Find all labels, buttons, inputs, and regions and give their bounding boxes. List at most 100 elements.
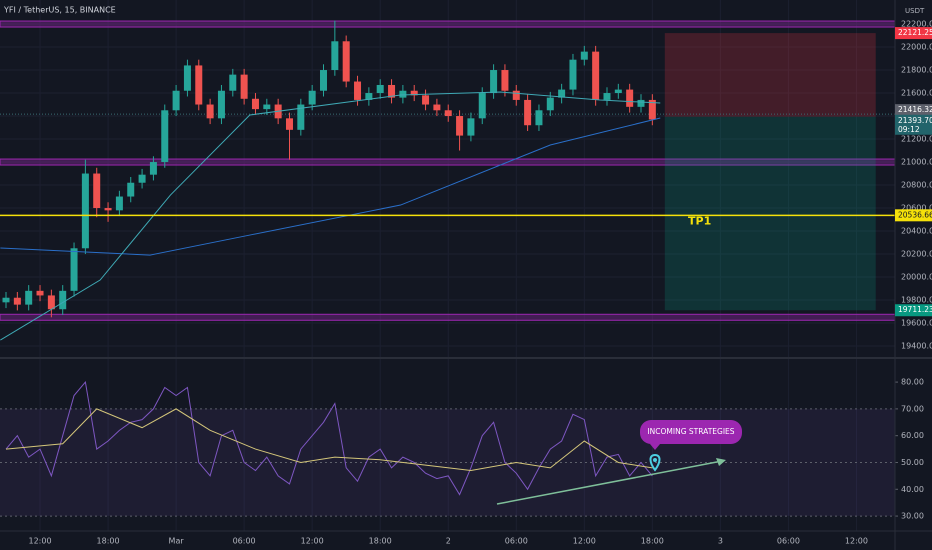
- candle-body: [456, 116, 464, 136]
- x-tick-label: 12:00: [573, 537, 596, 546]
- rsi-ma-line: [5, 408, 653, 472]
- y-tick-label: 21200.00: [901, 135, 932, 144]
- y-tick-label: 19600.00: [901, 319, 932, 328]
- candle-body: [149, 162, 157, 175]
- x-tick-label: 12:00: [28, 537, 51, 546]
- candle-body: [648, 99, 656, 120]
- candle-body: [342, 41, 350, 82]
- target-price-tag: 19711.23: [898, 305, 932, 314]
- x-tick-label: 12:00: [301, 537, 324, 546]
- candle-body: [195, 65, 203, 105]
- moving-average: [0, 117, 661, 256]
- candle-body: [354, 81, 362, 100]
- bubble-tail: [650, 444, 660, 450]
- candle-body: [410, 90, 418, 96]
- candle-body: [93, 173, 101, 209]
- y-tick-label: 20400.00: [901, 227, 932, 236]
- candle-body: [59, 290, 67, 310]
- y-tick-label: 80.00: [901, 378, 924, 387]
- y-tick-label: 21800.00: [901, 66, 932, 75]
- candle-body: [637, 99, 645, 107]
- candle-body: [558, 89, 566, 98]
- candle-body: [524, 99, 532, 126]
- candle-body: [25, 290, 33, 305]
- front-layer: 19400.00 19600.00 19800.00 20000.00 20200.00…: [28, 20, 932, 546]
- x-tick-label: 18:00: [641, 537, 664, 546]
- pin-icon: [649, 453, 661, 472]
- candle-body: [47, 295, 55, 310]
- candle-body: [104, 208, 112, 211]
- candle-body: [331, 41, 339, 71]
- y-tick-label: 70.00: [901, 404, 924, 413]
- candle-body: [490, 70, 498, 94]
- candle-body: [535, 110, 543, 126]
- candle-body: [399, 90, 407, 98]
- trend-line: [496, 460, 723, 505]
- x-tick-label: 06:00: [777, 537, 800, 546]
- candle-body: [285, 118, 293, 130]
- rsi-line: [5, 380, 653, 496]
- candle-body: [172, 90, 180, 111]
- candle-body: [308, 90, 316, 105]
- candle-body: [240, 74, 248, 99]
- candle-body: [70, 248, 78, 291]
- candle-body: [546, 97, 554, 111]
- candle-body: [13, 297, 21, 305]
- last-price-tag: 21416.32: [898, 105, 932, 114]
- y-tick-label: 22000.00: [901, 43, 932, 52]
- stop-price-tag-bg: [895, 27, 932, 40]
- candle-body: [376, 84, 384, 94]
- y-tick-label: 21600.00: [901, 89, 932, 98]
- candle-body: [2, 297, 10, 303]
- pin-dot: [653, 458, 657, 462]
- candle-body: [320, 70, 328, 91]
- candle-body: [444, 110, 452, 117]
- entry-price-tag-bg: [895, 114, 932, 135]
- symbol-title: YFI / TetherUS, 15, BINANCE: [3, 6, 116, 15]
- y-tick-label: 60.00: [901, 431, 924, 440]
- candle-body: [512, 90, 520, 100]
- x-tick-label: 06:00: [233, 537, 256, 546]
- candle-body: [115, 196, 123, 211]
- x-tick-label: Mar: [169, 537, 185, 546]
- candle-body: [626, 89, 634, 107]
- y-tick-label: 50.00: [901, 458, 924, 467]
- candle-body: [138, 174, 146, 183]
- candle-body: [217, 90, 225, 119]
- target-zone: [664, 116, 876, 311]
- support-zone: [0, 20, 896, 28]
- support-zone: [0, 313, 896, 321]
- candle-body: [206, 104, 214, 119]
- stop-zone: [664, 33, 876, 117]
- y-tick-label: 21000.00: [901, 158, 932, 167]
- y-tick-label: 40.00: [901, 485, 924, 494]
- annotation-bubble: [640, 420, 742, 444]
- y-tick-label: 19800.00: [901, 296, 932, 305]
- x-tick-label: 18:00: [97, 537, 120, 546]
- stop-price-tag: 22121.25: [898, 28, 932, 37]
- trend-arrow: [716, 458, 726, 466]
- x-tick-label: 18:00: [369, 537, 392, 546]
- candle-body: [467, 118, 475, 136]
- candle-body: [127, 182, 135, 197]
- x-tick-label: 2: [446, 537, 451, 546]
- candle-body: [81, 173, 89, 249]
- candle-body: [263, 104, 271, 110]
- candle-body: [603, 93, 611, 100]
- back-layer: [0, 0, 898, 531]
- currency-label: USDT: [905, 7, 925, 15]
- candle-body: [478, 93, 486, 119]
- x-tick-label: 3: [718, 537, 723, 546]
- y-tick-label: 20800.00: [901, 181, 932, 190]
- trend-annotation: INCOMING STRATEGIES: [496, 420, 742, 505]
- candle-body: [183, 65, 191, 91]
- candle-body: [297, 104, 305, 130]
- candle-body: [580, 51, 588, 60]
- candle-body: [251, 98, 259, 110]
- last-price-tag-bg: [895, 104, 932, 117]
- entry-price-tag: 21393.70: [898, 116, 932, 125]
- candle-body: [161, 110, 169, 163]
- candle-body: [422, 95, 430, 105]
